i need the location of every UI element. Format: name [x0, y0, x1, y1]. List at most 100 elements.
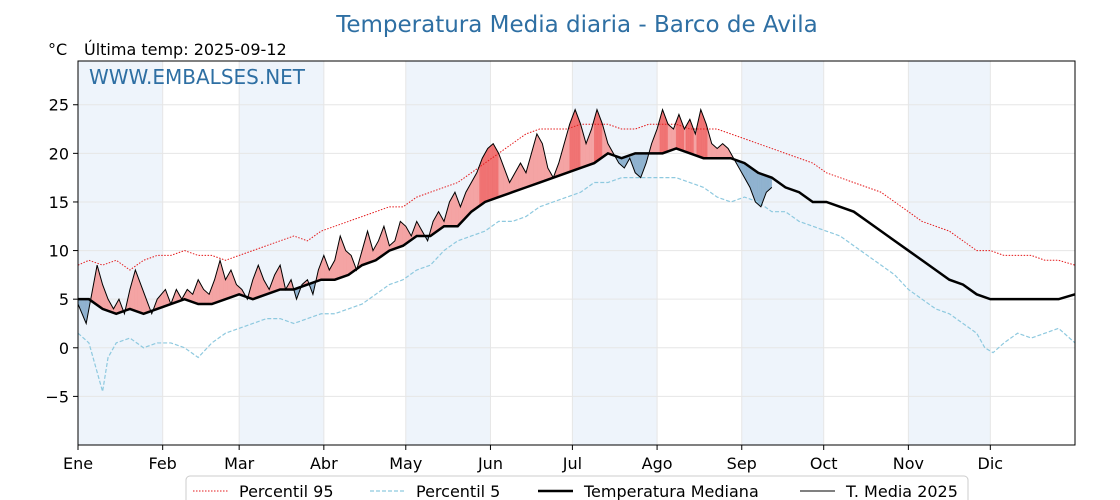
y-tick-label: 20 — [49, 144, 69, 163]
anomaly-above-fill — [475, 172, 477, 210]
series-lines — [77, 107, 1076, 392]
anomaly-above-fill — [539, 138, 542, 183]
anomaly-above-fill — [700, 109, 703, 159]
anomaly-above-fill — [487, 146, 490, 202]
anomaly-above-fill — [139, 280, 142, 314]
anomaly-above-fill — [497, 150, 499, 198]
anomaly-above-fill — [494, 145, 497, 199]
anomaly-above-fill — [572, 113, 574, 172]
anomaly-above-fill — [258, 265, 260, 298]
anomaly-above-fill — [163, 288, 166, 307]
anomaly-above-fill — [670, 126, 673, 151]
anomaly-above-fill — [477, 165, 480, 208]
anomaly-above-fill — [492, 142, 495, 200]
anomaly-above-fill — [685, 123, 688, 153]
anomaly-above-fill — [677, 114, 680, 150]
anomaly-above-fill — [341, 239, 344, 278]
month-band — [908, 61, 991, 445]
anomaly-above-fill — [663, 113, 666, 154]
anomaly-above-fill — [226, 274, 229, 299]
anomaly-above-fill — [704, 120, 707, 159]
anomaly-above-fill — [723, 144, 726, 159]
anomaly-above-fill — [465, 189, 468, 219]
anomaly-above-fill — [472, 176, 475, 212]
anomaly-above-fill — [518, 162, 521, 191]
anomaly-above-fill — [495, 147, 498, 199]
anomaly-above-fill — [592, 119, 595, 164]
anomaly-above-fill — [521, 164, 524, 190]
anomaly-above-fill — [467, 186, 469, 217]
anomaly-above-fill — [204, 290, 207, 305]
unit-label: °C — [48, 40, 67, 59]
anomaly-above-fill — [599, 116, 602, 160]
anomaly-above-fill — [686, 120, 689, 154]
anomaly-above-fill — [349, 253, 352, 275]
anomaly-above-fill — [501, 160, 503, 197]
anomaly-above-fill — [486, 147, 488, 202]
anomaly-above-fill — [452, 193, 454, 227]
x-tick-label: Feb — [149, 454, 177, 473]
anomaly-above-fill — [277, 266, 279, 291]
anomaly-above-fill — [718, 145, 721, 159]
x-tick-label: Ene — [63, 454, 93, 473]
anomaly-above-fill — [203, 289, 206, 305]
anomaly-above-fill — [469, 181, 472, 214]
anomaly-above-fill — [340, 235, 342, 279]
anomaly-below-fill — [766, 175, 768, 193]
anomaly-above-fill — [701, 113, 704, 159]
anomaly-above-fill — [669, 124, 671, 152]
anomaly-above-fill — [595, 109, 598, 163]
month-band — [405, 61, 491, 445]
last-temp-label: Última temp: 2025-09-12 — [84, 40, 287, 59]
y-axis-ticks: −5 0 5 10 15 20 25 — [45, 96, 78, 406]
anomaly-above-fill — [404, 224, 406, 246]
anomaly-above-fill — [96, 265, 99, 307]
anomaly-above-fill — [573, 109, 576, 171]
anomaly-above-fill — [490, 144, 493, 201]
anomaly-above-fill — [476, 169, 479, 209]
anomaly-above-fill — [479, 161, 482, 207]
x-tick-label: May — [389, 454, 422, 473]
legend: Percentil 95 Percentil 5 Temperatura Media… — [185, 475, 969, 500]
y-tick-label: 5 — [59, 290, 69, 309]
anomaly-above-fill — [502, 164, 505, 196]
legend-label: T. Media 2025 — [845, 482, 958, 500]
anomaly-above-fill — [517, 164, 520, 191]
anomaly-above-fill — [454, 192, 457, 227]
series-line-t-media-2025 — [77, 107, 773, 326]
anomaly-above-fill — [453, 191, 456, 227]
y-tick-label: 0 — [59, 339, 69, 358]
anomaly-above-fill — [574, 109, 577, 171]
anomaly-above-fill — [468, 184, 471, 216]
month-band — [78, 61, 163, 445]
legend-box — [185, 475, 969, 500]
anomaly-above-fill — [533, 138, 536, 185]
chart-title: Temperatura Media diaria - Barco de Avil… — [335, 12, 818, 38]
anomaly-above-fill — [161, 292, 163, 308]
anomaly-above-fill — [678, 114, 681, 151]
legend-label: Percentil 95 — [239, 482, 334, 500]
month-band — [239, 61, 324, 445]
anomaly-above-fill — [256, 265, 259, 299]
anomaly-above-fill — [540, 140, 543, 183]
anomaly-above-fill — [218, 260, 221, 302]
anomaly-below-fill — [756, 171, 759, 205]
anomaly-above-fill — [569, 120, 572, 173]
anomaly-below-fill — [748, 165, 751, 189]
y-tick-label: 15 — [49, 193, 69, 212]
anomaly-above-fill — [680, 118, 682, 151]
anomaly-above-fill — [228, 271, 230, 299]
x-tick-label: Mar — [224, 454, 255, 473]
anomaly-above-fill — [591, 124, 594, 165]
y-tick-label: −5 — [45, 387, 69, 406]
anomaly-above-fill — [566, 128, 569, 174]
anomaly-above-fill — [660, 109, 663, 154]
anomaly-above-fill — [691, 122, 693, 155]
anomaly-above-fill — [576, 113, 579, 170]
anomaly-above-fill — [473, 174, 476, 211]
anomaly-above-fill — [197, 278, 200, 305]
anomaly-above-fill — [535, 133, 538, 185]
anomaly-above-fill — [135, 269, 137, 312]
anomaly-above-fill — [488, 145, 491, 201]
